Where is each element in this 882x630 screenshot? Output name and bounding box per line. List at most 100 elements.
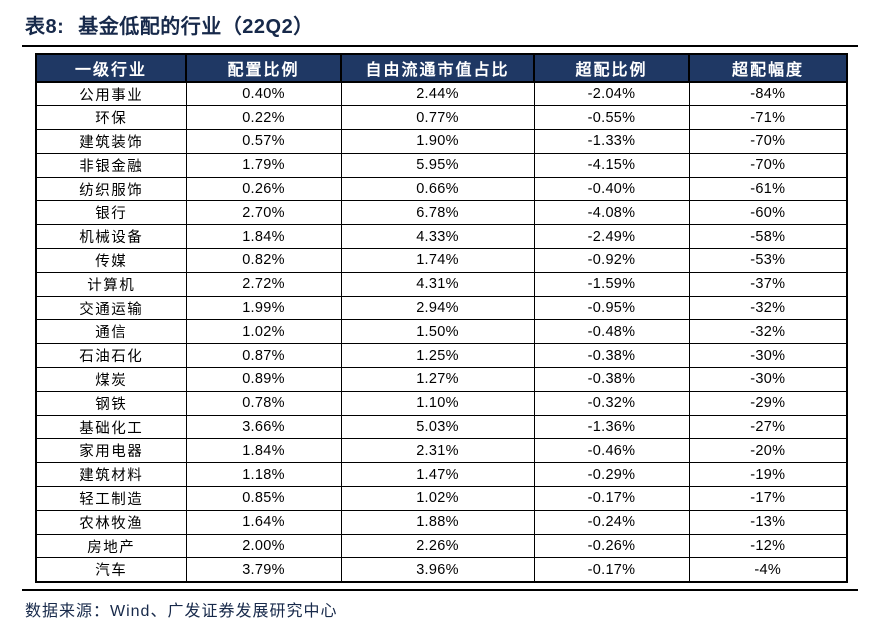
value-cell: -60%	[688, 200, 848, 226]
value-cell: 2.00%	[185, 533, 342, 559]
table-row: 建筑装饰 0.57% 1.90% -1.33% -70%	[35, 129, 848, 154]
value-cell: 4.33%	[340, 224, 535, 250]
value-cell: 2.72%	[185, 271, 342, 297]
value-cell: -71%	[688, 105, 848, 131]
value-cell: -1.59%	[533, 271, 690, 297]
value-cell: -30%	[688, 367, 848, 392]
value-cell: 1.90%	[340, 129, 535, 154]
value-cell: 1.02%	[185, 319, 342, 345]
value-cell: 1.25%	[340, 343, 535, 369]
value-cell: 0.66%	[340, 176, 535, 202]
value-cell: 1.50%	[340, 319, 535, 345]
industry-name-cell: 传媒	[35, 248, 187, 273]
table-row: 非银金融 1.79% 5.95% -4.15% -70%	[35, 152, 848, 178]
value-cell: 0.82%	[185, 248, 342, 273]
value-cell: -37%	[688, 271, 848, 297]
industry-name-cell: 环保	[35, 105, 187, 131]
value-cell: -27%	[688, 414, 848, 440]
value-cell: 5.03%	[340, 414, 535, 440]
value-cell: 2.44%	[340, 81, 535, 107]
value-cell: -58%	[688, 224, 848, 250]
value-cell: 2.26%	[340, 533, 535, 559]
value-cell: -0.17%	[533, 486, 690, 511]
industry-name-cell: 轻工制造	[35, 486, 187, 511]
value-cell: 1.02%	[340, 486, 535, 511]
value-cell: -4.15%	[533, 152, 690, 178]
value-cell: 1.27%	[340, 367, 535, 392]
value-cell: -0.40%	[533, 176, 690, 202]
industry-name-cell: 石油石化	[35, 343, 187, 369]
table-body: 公用事业 0.40% 2.44% -2.04% -84% 环保 0.22% 0.77% -0.5…	[35, 81, 848, 583]
industry-name-cell: 煤炭	[35, 367, 187, 392]
value-cell: -4%	[688, 557, 848, 583]
industry-name-cell: 纺织服饰	[35, 176, 187, 202]
value-cell: -2.04%	[533, 81, 690, 107]
value-cell: -19%	[688, 462, 848, 488]
value-cell: -20%	[688, 438, 848, 464]
industry-name-cell: 家用电器	[35, 438, 187, 464]
value-cell: 4.31%	[340, 271, 535, 297]
value-cell: 0.85%	[185, 486, 342, 511]
table-row: 交通运输 1.99% 2.94% -0.95% -32%	[35, 295, 848, 321]
value-cell: 0.89%	[185, 367, 342, 392]
value-cell: -61%	[688, 176, 848, 202]
value-cell: 1.99%	[185, 295, 342, 321]
industry-name-cell: 银行	[35, 200, 187, 226]
value-cell: -0.26%	[533, 533, 690, 559]
value-cell: -0.24%	[533, 509, 690, 535]
value-cell: 0.57%	[185, 129, 342, 154]
value-cell: -0.38%	[533, 367, 690, 392]
table-row: 纺织服饰 0.26% 0.66% -0.40% -61%	[35, 176, 848, 202]
value-cell: 1.64%	[185, 509, 342, 535]
industry-name-cell: 机械设备	[35, 224, 187, 250]
value-cell: 1.88%	[340, 509, 535, 535]
value-cell: -17%	[688, 486, 848, 511]
value-cell: 1.84%	[185, 224, 342, 250]
industry-name-cell: 房地产	[35, 533, 187, 559]
table-row: 农林牧渔 1.64% 1.88% -0.24% -13%	[35, 509, 848, 535]
value-cell: -70%	[688, 129, 848, 154]
value-cell: 1.18%	[185, 462, 342, 488]
value-cell: 1.84%	[185, 438, 342, 464]
industry-name-cell: 建筑装饰	[35, 129, 187, 154]
table-header-row: 一级行业 配置比例 自由流通市值占比 超配比例 超配幅度	[35, 53, 848, 83]
table-row: 轻工制造 0.85% 1.02% -0.17% -17%	[35, 486, 848, 511]
table-row: 汽车 3.79% 3.96% -0.17% -4%	[35, 557, 848, 583]
column-header-0: 一级行业	[35, 53, 187, 83]
value-cell: 2.31%	[340, 438, 535, 464]
value-cell: -0.92%	[533, 248, 690, 273]
value-cell: 0.26%	[185, 176, 342, 202]
value-cell: 2.94%	[340, 295, 535, 321]
value-cell: -0.95%	[533, 295, 690, 321]
table-row: 房地产 2.00% 2.26% -0.26% -12%	[35, 533, 848, 559]
value-cell: 1.10%	[340, 390, 535, 416]
table-row: 计算机 2.72% 4.31% -1.59% -37%	[35, 271, 848, 297]
value-cell: -0.48%	[533, 319, 690, 345]
value-cell: -12%	[688, 533, 848, 559]
value-cell: -0.46%	[533, 438, 690, 464]
column-header-4: 超配幅度	[688, 53, 848, 83]
industry-name-cell: 农林牧渔	[35, 509, 187, 535]
value-cell: 0.77%	[340, 105, 535, 131]
value-cell: 3.96%	[340, 557, 535, 583]
industry-name-cell: 建筑材料	[35, 462, 187, 488]
industry-name-cell: 非银金融	[35, 152, 187, 178]
value-cell: -0.55%	[533, 105, 690, 131]
value-cell: 1.74%	[340, 248, 535, 273]
industry-name-cell: 公用事业	[35, 81, 187, 107]
table-row: 石油石化 0.87% 1.25% -0.38% -30%	[35, 343, 848, 369]
table-row: 家用电器 1.84% 2.31% -0.46% -20%	[35, 438, 848, 464]
value-cell: -53%	[688, 248, 848, 273]
value-cell: -32%	[688, 295, 848, 321]
value-cell: 1.47%	[340, 462, 535, 488]
industry-name-cell: 钢铁	[35, 390, 187, 416]
value-cell: 0.22%	[185, 105, 342, 131]
value-cell: -84%	[688, 81, 848, 107]
industry-name-cell: 汽车	[35, 557, 187, 583]
column-header-1: 配置比例	[185, 53, 342, 83]
value-cell: 0.78%	[185, 390, 342, 416]
footer-divider-line	[22, 589, 858, 591]
table-row: 煤炭 0.89% 1.27% -0.38% -30%	[35, 367, 848, 392]
value-cell: -2.49%	[533, 224, 690, 250]
